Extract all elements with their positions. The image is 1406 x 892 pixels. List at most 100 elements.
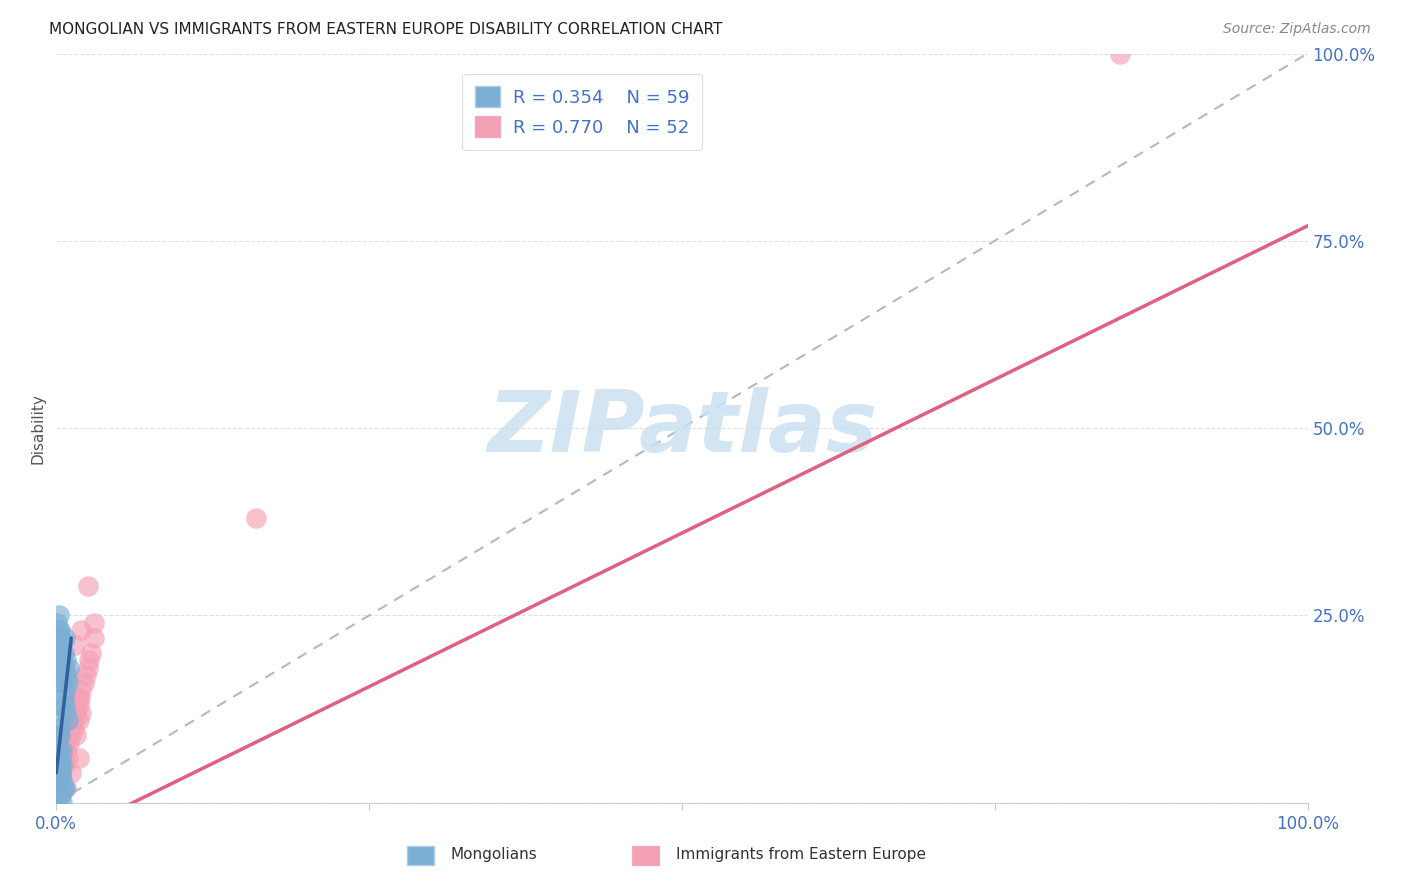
Point bbox=[46, 780, 69, 795]
Point bbox=[55, 780, 77, 795]
Point bbox=[49, 721, 72, 735]
Point bbox=[46, 615, 69, 630]
Point bbox=[51, 743, 73, 757]
Point bbox=[58, 661, 80, 675]
Point bbox=[51, 751, 73, 765]
Point bbox=[46, 780, 69, 795]
Point bbox=[83, 631, 105, 645]
Point bbox=[56, 714, 79, 728]
Point bbox=[51, 639, 73, 653]
FancyBboxPatch shape bbox=[631, 847, 659, 865]
Point bbox=[48, 758, 70, 772]
Point bbox=[51, 758, 73, 772]
Point bbox=[49, 751, 72, 765]
Point bbox=[51, 743, 73, 757]
Point bbox=[83, 615, 105, 630]
Point bbox=[51, 736, 73, 750]
Point bbox=[52, 690, 75, 705]
Point bbox=[51, 661, 73, 675]
Point bbox=[76, 661, 98, 675]
Point bbox=[55, 736, 77, 750]
Point bbox=[52, 780, 75, 795]
Point bbox=[51, 668, 73, 682]
Point bbox=[46, 773, 69, 788]
Point bbox=[62, 706, 84, 720]
Point bbox=[49, 728, 72, 742]
Point bbox=[48, 773, 70, 788]
Point bbox=[49, 789, 72, 803]
Point bbox=[49, 646, 72, 660]
Point bbox=[48, 608, 70, 623]
Point bbox=[65, 728, 87, 742]
Point bbox=[69, 690, 91, 705]
Point bbox=[53, 683, 76, 698]
Point bbox=[60, 714, 83, 728]
Point bbox=[1109, 46, 1132, 61]
Point bbox=[51, 765, 73, 780]
Point bbox=[51, 676, 73, 690]
Point bbox=[48, 661, 70, 675]
Point bbox=[67, 751, 90, 765]
Point bbox=[49, 639, 72, 653]
Point bbox=[52, 646, 75, 660]
Point bbox=[46, 789, 69, 803]
Point bbox=[52, 661, 75, 675]
Point bbox=[48, 765, 70, 780]
Point bbox=[51, 676, 73, 690]
Point bbox=[46, 646, 69, 660]
Point bbox=[67, 698, 90, 713]
Point bbox=[70, 624, 93, 638]
Point bbox=[63, 698, 86, 713]
Point bbox=[58, 728, 80, 742]
Point bbox=[51, 765, 73, 780]
Point bbox=[48, 714, 70, 728]
Point bbox=[67, 714, 90, 728]
Point bbox=[46, 698, 69, 713]
Point bbox=[48, 624, 70, 638]
Point bbox=[49, 765, 72, 780]
Point bbox=[58, 736, 80, 750]
Point bbox=[53, 698, 76, 713]
Point bbox=[48, 728, 70, 742]
Point bbox=[48, 773, 70, 788]
Point bbox=[51, 789, 73, 803]
Point bbox=[56, 676, 79, 690]
Text: Immigrants from Eastern Europe: Immigrants from Eastern Europe bbox=[676, 847, 925, 862]
Point bbox=[55, 668, 77, 682]
Text: Source: ZipAtlas.com: Source: ZipAtlas.com bbox=[1223, 22, 1371, 37]
Point bbox=[49, 758, 72, 772]
Point bbox=[48, 780, 70, 795]
Point bbox=[51, 646, 73, 660]
FancyBboxPatch shape bbox=[406, 847, 434, 865]
Point bbox=[49, 773, 72, 788]
Point bbox=[55, 653, 77, 667]
Y-axis label: Disability: Disability bbox=[30, 392, 45, 464]
Point bbox=[53, 780, 76, 795]
Point bbox=[51, 773, 73, 788]
Text: MONGOLIAN VS IMMIGRANTS FROM EASTERN EUROPE DISABILITY CORRELATION CHART: MONGOLIAN VS IMMIGRANTS FROM EASTERN EUR… bbox=[49, 22, 723, 37]
Point bbox=[52, 743, 75, 757]
Point bbox=[51, 773, 73, 788]
Legend: R = 0.354    N = 59, R = 0.770    N = 52: R = 0.354 N = 59, R = 0.770 N = 52 bbox=[463, 74, 702, 150]
Point bbox=[60, 765, 83, 780]
Point bbox=[46, 765, 69, 780]
Point bbox=[51, 631, 73, 645]
Point bbox=[76, 578, 98, 592]
Point bbox=[245, 511, 267, 525]
Point bbox=[52, 751, 75, 765]
Point bbox=[53, 728, 76, 742]
Point bbox=[56, 751, 79, 765]
Point bbox=[56, 721, 79, 735]
Point bbox=[55, 743, 77, 757]
Point bbox=[53, 758, 76, 772]
Point bbox=[51, 773, 73, 788]
Point bbox=[66, 690, 89, 705]
Point bbox=[46, 751, 69, 765]
Point bbox=[60, 728, 83, 742]
Point bbox=[46, 796, 69, 810]
Point bbox=[70, 683, 93, 698]
Point bbox=[80, 646, 103, 660]
Point bbox=[55, 706, 77, 720]
Point bbox=[70, 706, 93, 720]
Point bbox=[73, 676, 96, 690]
